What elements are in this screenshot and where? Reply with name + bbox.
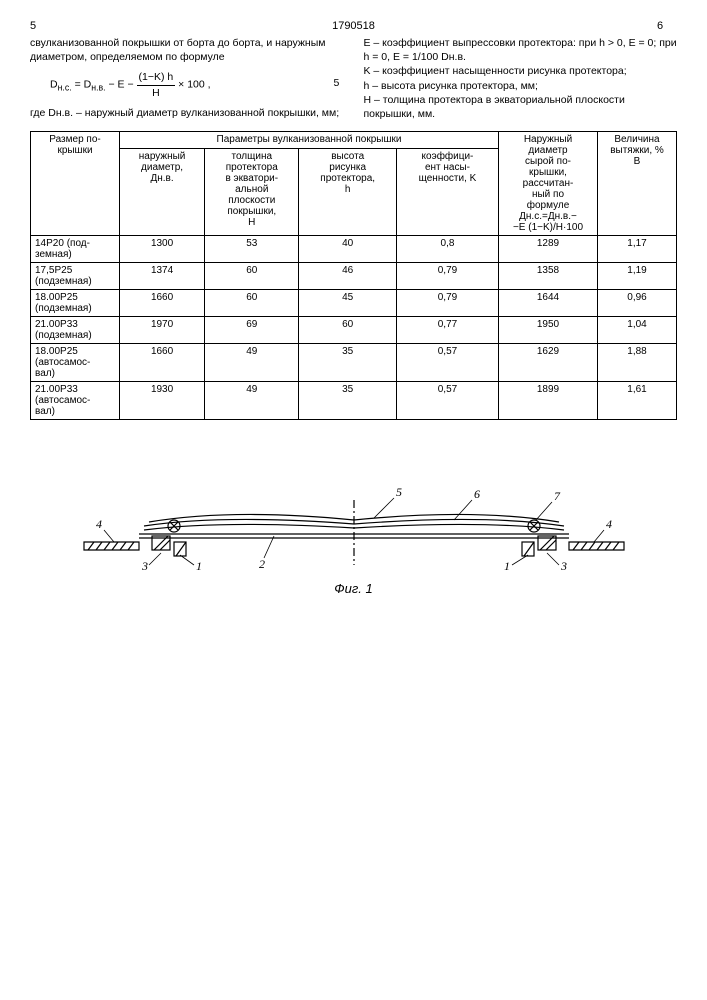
- figure-svg: 1 3 4 2 5 6 7 1 3 4: [74, 480, 634, 570]
- right-p1: E – коэффициент выпрессовки протектора: …: [364, 36, 678, 64]
- margin-number: 5: [334, 76, 340, 90]
- table-row: 18.00P25 (автосамос- вал)166049350,57162…: [31, 344, 677, 382]
- right-col-number: 6: [657, 20, 677, 32]
- left-column: свулканизованной покрышки от борта до бо…: [30, 36, 344, 121]
- table-body: 14P20 (под- земная)130053400,812891,17 1…: [31, 236, 677, 420]
- th-group: Параметры вулканизованной покрышки: [120, 132, 499, 149]
- th-coef: коэффици- ент насы- щенности, K: [396, 149, 498, 236]
- table-row: 21.00P33 (подземная)197069600,7719501,04: [31, 317, 677, 344]
- fig-label-4b: 4: [606, 517, 612, 531]
- fig-label-3: 3: [141, 559, 148, 570]
- table-row: 18.00P25 (подземная)166060450,7916440,96: [31, 290, 677, 317]
- left-col-number: 5: [30, 20, 50, 32]
- table-row: 21.00P33 (автосамос- вал)193049350,57189…: [31, 382, 677, 420]
- formula: Dн.с. = Dн.в. − E − (1−K) hH × 100 ,: [30, 70, 344, 99]
- fig-label-4: 4: [96, 517, 102, 531]
- fig-label-1: 1: [196, 559, 202, 570]
- patent-number: 1790518: [50, 20, 657, 32]
- th-thk: толщина протектора в экватори- альной пл…: [205, 149, 299, 236]
- fig-label-3b: 3: [560, 559, 567, 570]
- table-row: 14P20 (под- земная)130053400,812891,17: [31, 236, 677, 263]
- right-column: 5 E – коэффициент выпрессовки протектора…: [364, 36, 678, 121]
- th-size: Размер по- крышки: [31, 132, 120, 236]
- th-raw: Наружный диаметр сырой по- крышки, рассч…: [499, 132, 598, 236]
- right-p2: K – коэффициент насыщенности рисунка про…: [364, 64, 678, 78]
- left-p1: свулканизованной покрышки от борта до бо…: [30, 36, 344, 64]
- figure-caption: Фиг. 1: [30, 581, 677, 596]
- text-columns: свулканизованной покрышки от борта до бо…: [30, 36, 677, 121]
- table-row: 17,5P25 (подземная)137460460,7913581,19: [31, 263, 677, 290]
- left-p2: где Dн.в. – наружный диаметр вулканизова…: [30, 106, 344, 120]
- fig-label-1b: 1: [504, 559, 510, 570]
- th-draw: Величина вытяжки, % B: [598, 132, 677, 236]
- th-ht: высота рисунка протектора, h: [299, 149, 397, 236]
- data-table: Размер по- крышки Параметры вулканизован…: [30, 131, 677, 420]
- fig-label-7: 7: [554, 489, 561, 503]
- fig-label-5: 5: [396, 485, 402, 499]
- right-p3: h – высота рисунка протектора, мм;: [364, 79, 678, 93]
- figure-1: 1 3 4 2 5 6 7 1 3 4 Фиг. 1: [30, 480, 677, 596]
- right-p4: H – толщина протектора в экваториальной …: [364, 93, 678, 121]
- fig-label-2: 2: [259, 557, 265, 570]
- th-od: наружный диаметр, Дн.в.: [120, 149, 205, 236]
- page-header: 5 1790518 6: [30, 20, 677, 32]
- fig-label-6: 6: [474, 487, 480, 501]
